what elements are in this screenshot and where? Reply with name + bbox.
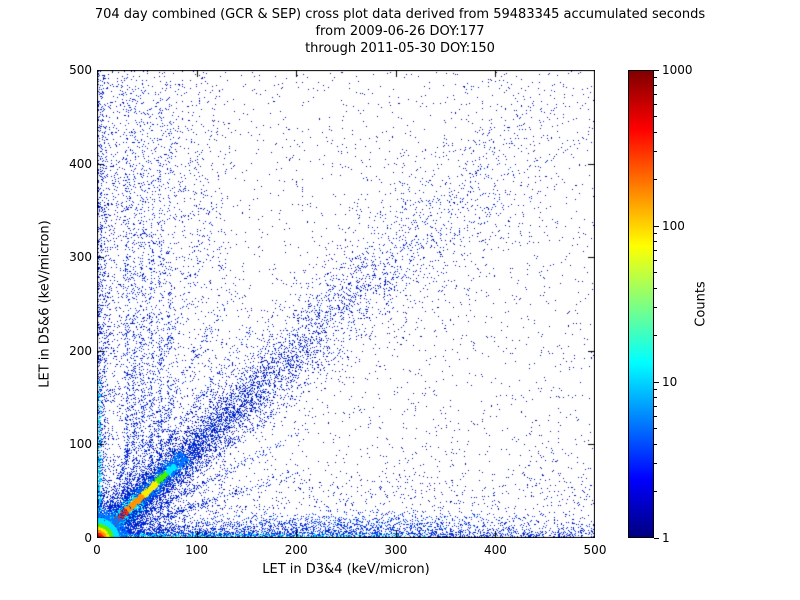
colorbar-minor-tick — [654, 151, 657, 153]
colorbar-minor-tick — [654, 178, 657, 180]
colorbar-minor-tick — [654, 240, 657, 242]
colorbar-tick-label: 10 — [662, 375, 678, 389]
x-tick-label: 300 — [384, 543, 408, 557]
colorbar-minor-tick — [654, 272, 657, 274]
x-tick-label: 0 — [93, 543, 101, 557]
colorbar-minor-tick — [654, 260, 657, 262]
colorbar-minor-tick — [654, 232, 657, 234]
colorbar-minor-tick — [654, 116, 657, 118]
x-tick-label: 200 — [284, 543, 308, 557]
colorbar-tick-label: 100 — [662, 219, 685, 233]
colorbar-minor-tick — [654, 104, 657, 106]
colorbar-minor-tick — [654, 396, 657, 398]
colorbar-tick — [654, 69, 659, 71]
y-tick-label: 400 — [69, 156, 92, 171]
x-axis-label: LET in D3&4 (keV/micron) — [262, 562, 430, 577]
x-tick-label: 100 — [185, 543, 209, 557]
chart-title-line1: 704 day combined (GCR & SEP) cross plot … — [94, 7, 706, 22]
colorbar-minor-tick — [654, 405, 657, 407]
chart-title-line3: through 2011-05-30 DOY:150 — [305, 41, 495, 56]
x-tick-label: 500 — [583, 543, 607, 557]
colorbar-minor-tick — [654, 84, 657, 86]
colorbar-minor-tick — [654, 76, 657, 78]
colorbar-minor-tick — [654, 249, 657, 251]
colorbar-minor-tick — [654, 388, 657, 390]
colorbar-tick-label: 1 — [662, 531, 670, 545]
colorbar-tick — [654, 537, 659, 539]
colorbar-minor-tick — [654, 287, 657, 289]
colorbar-minor-tick — [654, 131, 657, 133]
colorbar-minor-tick — [654, 93, 657, 95]
y-tick-label: 200 — [69, 343, 92, 358]
colorbar-minor-tick — [654, 307, 657, 309]
colorbar-minor-tick — [654, 334, 657, 336]
colorbar-gradient — [628, 70, 654, 538]
y-tick-label: 300 — [69, 250, 92, 265]
chart-title-line2: from 2009-06-26 DOY:177 — [315, 24, 485, 39]
plot-area — [97, 70, 595, 538]
colorbar-minor-tick — [654, 416, 657, 418]
colorbar-label: Counts — [693, 281, 709, 327]
colorbar-tick-label: 1000 — [662, 63, 693, 77]
colorbar-minor-tick — [654, 490, 657, 492]
y-tick-label: 100 — [69, 437, 92, 452]
y-tick-label: 500 — [69, 63, 92, 77]
colorbar-minor-tick — [654, 428, 657, 430]
colorbar-tick — [654, 381, 659, 383]
colorbar-minor-tick — [654, 463, 657, 465]
colorbar-tick — [654, 225, 659, 227]
y-axis-label: LET in D5&6 (keV/micron) — [37, 220, 53, 388]
x-tick-label: 400 — [483, 543, 507, 557]
y-tick-label: 0 — [84, 531, 92, 545]
colorbar-minor-tick — [654, 443, 657, 445]
